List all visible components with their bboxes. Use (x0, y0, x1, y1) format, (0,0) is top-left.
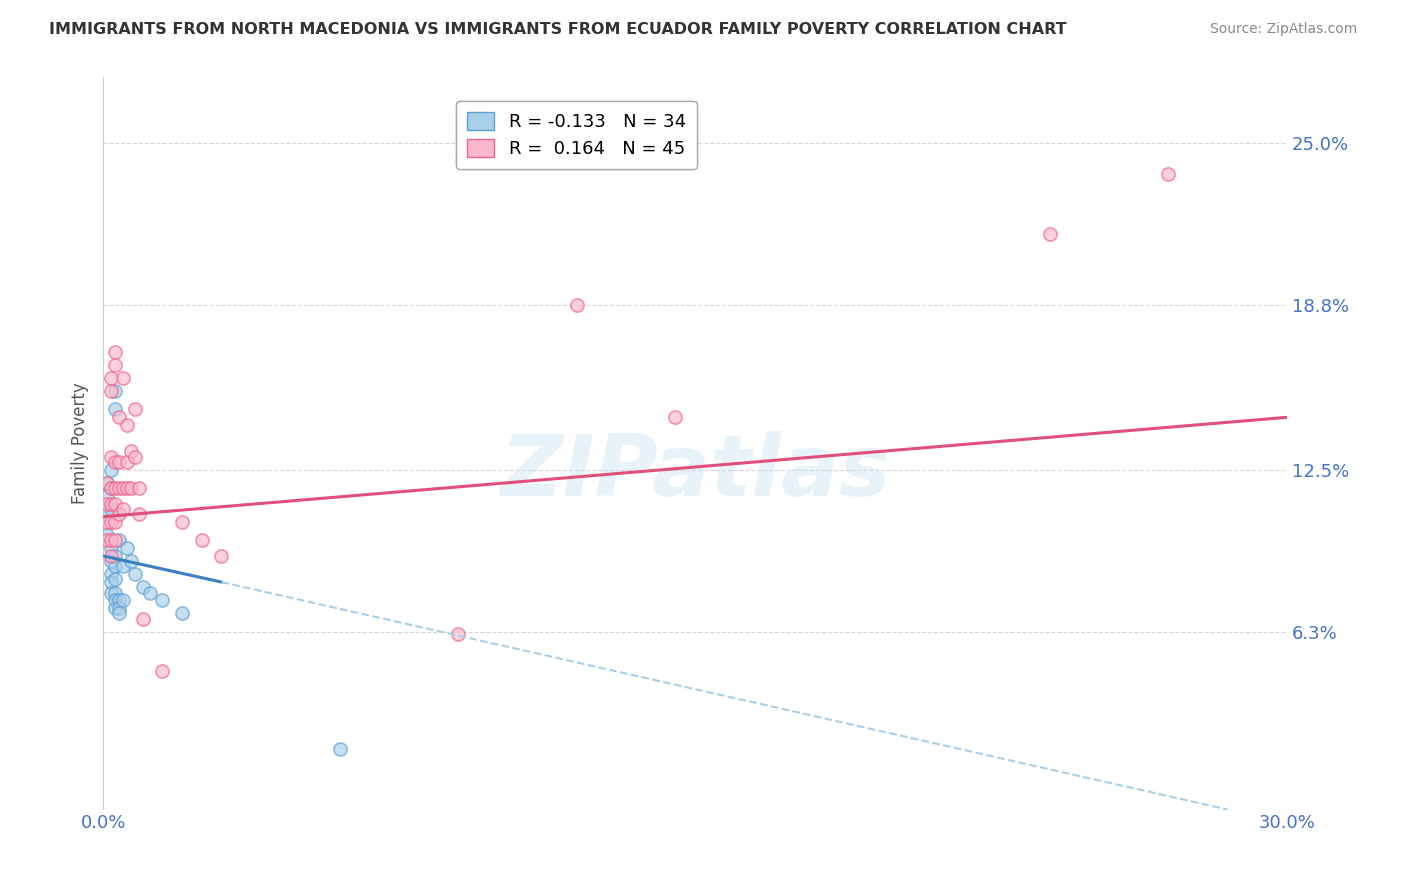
Point (108, 455, 131, 469)
Point (96, 533, 118, 548)
Point (447, 627, 470, 641)
Point (100, 533, 122, 548)
Point (150, 664, 173, 678)
Point (100, 501, 122, 516)
Point (104, 384, 127, 399)
Point (104, 593, 127, 607)
Point (131, 580, 153, 594)
Point (108, 593, 131, 607)
Point (100, 497, 122, 511)
Point (100, 575, 122, 590)
Point (329, 742, 352, 756)
Point (100, 541, 122, 555)
Point (96, 489, 118, 503)
Point (100, 585, 122, 599)
Point (96, 475, 118, 490)
Point (170, 515, 193, 529)
Point (211, 549, 233, 563)
Point (100, 515, 122, 529)
Point (131, 612, 153, 626)
Point (100, 554, 122, 568)
Text: IMMIGRANTS FROM NORTH MACEDONIA VS IMMIGRANTS FROM ECUADOR FAMILY POVERTY CORREL: IMMIGRANTS FROM NORTH MACEDONIA VS IMMIG… (49, 22, 1067, 37)
Point (104, 455, 127, 469)
Point (100, 481, 122, 495)
Point (1039, 227, 1062, 242)
Y-axis label: Family Poverty: Family Poverty (72, 383, 89, 504)
Point (100, 371, 122, 385)
Point (96, 515, 118, 529)
Point (120, 444, 142, 458)
Point (104, 533, 127, 548)
Point (104, 601, 127, 615)
Point (111, 501, 134, 516)
Point (104, 402, 127, 417)
Point (128, 507, 150, 521)
Point (104, 573, 127, 587)
Point (115, 541, 138, 555)
Point (124, 567, 146, 582)
Point (108, 607, 131, 621)
Point (150, 593, 173, 607)
Point (115, 455, 138, 469)
Point (115, 418, 138, 433)
Point (104, 585, 127, 599)
Point (664, 410, 686, 425)
Point (104, 549, 127, 563)
Point (96, 475, 118, 490)
Point (104, 515, 127, 529)
Text: Source: ZipAtlas.com: Source: ZipAtlas.com (1209, 22, 1357, 37)
Point (108, 481, 131, 495)
Point (108, 533, 131, 548)
Point (111, 559, 134, 574)
Point (104, 481, 127, 495)
Legend: R = -0.133   N = 34, R =  0.164   N = 45: R = -0.133 N = 34, R = 0.164 N = 45 (457, 101, 697, 169)
Point (120, 554, 142, 568)
Point (100, 462, 122, 476)
Point (108, 507, 131, 521)
Point (100, 567, 122, 582)
Point (100, 450, 122, 464)
Point (104, 345, 127, 359)
Point (96, 497, 118, 511)
Point (100, 384, 122, 399)
Point (108, 410, 131, 425)
Point (128, 481, 150, 495)
Point (104, 358, 127, 372)
Point (565, 298, 588, 312)
Point (104, 559, 127, 574)
Point (111, 371, 134, 385)
Point (115, 481, 138, 495)
Point (1157, 167, 1180, 181)
Point (120, 481, 142, 495)
Point (139, 585, 162, 599)
Point (104, 497, 127, 511)
Point (170, 607, 193, 621)
Point (108, 601, 131, 615)
Point (124, 450, 146, 464)
Point (124, 402, 146, 417)
Point (96, 528, 118, 542)
Point (111, 593, 134, 607)
Point (190, 533, 212, 548)
Point (111, 481, 134, 495)
Point (100, 549, 122, 563)
Point (96, 507, 118, 521)
Text: ZIPatlas: ZIPatlas (499, 431, 890, 515)
Point (100, 481, 122, 495)
